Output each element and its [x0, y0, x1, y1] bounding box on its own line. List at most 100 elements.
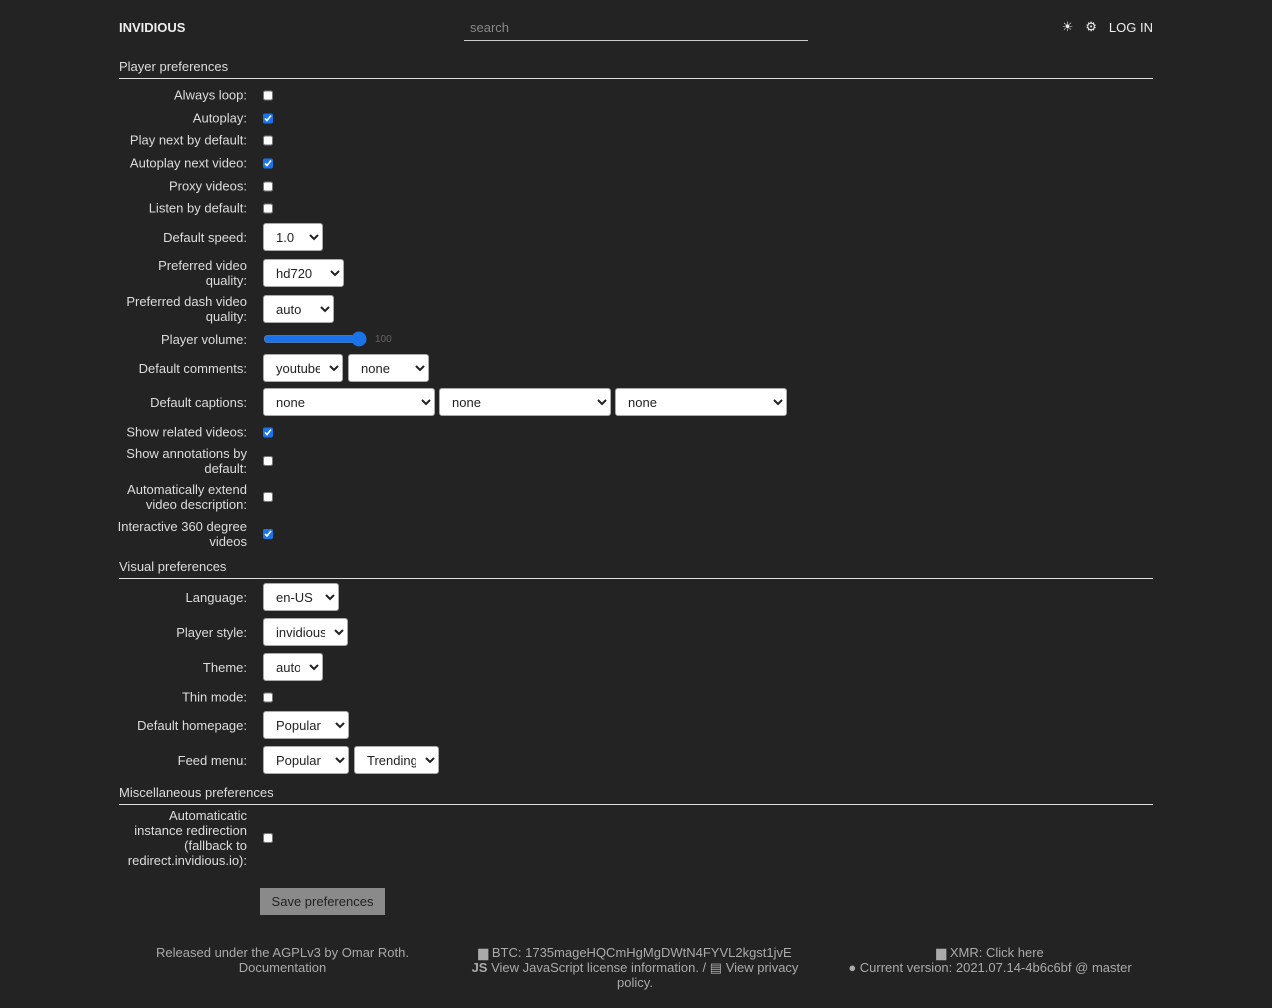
footer-left: Released under the AGPLv3 by Omar Roth. … — [150, 945, 415, 975]
label: Default captions: — [150, 394, 247, 410]
row-proxy: Proxy videos: — [117, 179, 273, 194]
label: Default comments: — [138, 360, 247, 376]
row-speed: Default speed: 1.0 — [117, 223, 328, 251]
label: Show related videos: — [126, 424, 247, 440]
speed-select[interactable]: 1.0 — [263, 223, 323, 251]
comments-select-1[interactable]: youtube — [263, 354, 343, 382]
related-checkbox[interactable] — [263, 427, 273, 437]
label: Theme: — [202, 659, 247, 675]
js-icon: JS — [471, 960, 492, 975]
label: Language: — [185, 589, 247, 605]
row-thin: Thin mode: — [117, 690, 273, 705]
xmr-link[interactable]: XMR: Click here — [949, 945, 1044, 960]
row-captions: Default captions: none none none — [117, 388, 792, 416]
row-always-loop: Always loop: — [117, 88, 273, 103]
feed-select-1[interactable]: Popular — [263, 746, 349, 774]
volume-value: 100 — [375, 333, 392, 345]
dash-quality-select[interactable]: auto — [263, 295, 334, 323]
label: Player style: — [176, 624, 247, 640]
row-dash: Preferred dash video quality: auto — [117, 294, 339, 324]
row-play-next: Play next by default: — [117, 133, 273, 148]
autoplay-next-checkbox[interactable] — [263, 158, 273, 168]
save-button[interactable]: Save preferences — [260, 888, 385, 915]
label: Preferred video quality: — [158, 258, 247, 288]
label: Autoplay next video: — [129, 155, 247, 171]
row-player-style: Player style: invidious — [117, 618, 353, 646]
play-next-checkbox[interactable] — [263, 135, 273, 145]
label: Proxy videos: — [168, 178, 247, 194]
row-comments: Default comments: youtube none — [117, 354, 434, 382]
wallet-icon: ▆ — [478, 945, 492, 960]
annotations-checkbox[interactable] — [263, 456, 273, 466]
language-select[interactable]: en-US — [263, 583, 339, 611]
top-nav: ☀ ⚙ LOG IN — [1062, 19, 1153, 35]
autoplay-checkbox[interactable] — [263, 113, 273, 123]
label: Automaticatic instance redirection (fall… — [127, 808, 247, 868]
volume-slider[interactable] — [263, 331, 367, 347]
js-license-link[interactable]: View JavaScript license information. — [491, 960, 699, 975]
row-homepage: Default homepage: Popular — [117, 711, 354, 739]
version-text[interactable]: Current version: 2021.07.14-4b6c6bf @ ma… — [859, 960, 1132, 975]
label: Always loop: — [174, 87, 247, 103]
separator: / — [698, 960, 710, 975]
row-theme: Theme: auto — [117, 653, 328, 681]
row-related: Show related videos: — [117, 425, 273, 440]
search-input[interactable] — [464, 14, 808, 41]
footer-center: ▆ BTC: 1735mageHQCmHgMgDWtN4FYVL2kgst1jv… — [470, 945, 800, 990]
label: Interactive 360 degree videos — [117, 519, 247, 549]
label: Default homepage: — [137, 717, 247, 733]
row-annotations: Show annotations by default: — [117, 446, 273, 476]
section-player: Player preferences — [119, 59, 1153, 79]
label: Autoplay: — [192, 110, 247, 126]
label: Player volume: — [161, 331, 247, 347]
login-link[interactable]: LOG IN — [1108, 19, 1153, 35]
section-visual: Visual preferences — [119, 559, 1153, 579]
homepage-select[interactable]: Popular — [263, 711, 349, 739]
label: Thin mode: — [181, 689, 247, 705]
row-autoplay: Autoplay: — [117, 111, 273, 126]
github-icon: ● — [848, 960, 860, 975]
feed-select-2[interactable]: Trending — [354, 746, 439, 774]
row-360: Interactive 360 degree videos — [117, 519, 273, 549]
thin-mode-checkbox[interactable] — [263, 692, 273, 702]
row-feed: Feed menu: Popular Trending — [117, 746, 444, 774]
listen-checkbox[interactable] — [263, 203, 273, 213]
redirect-checkbox[interactable] — [263, 833, 273, 843]
row-extend: Automatically extend video description: — [117, 482, 273, 512]
label: Automatically extend video description: — [127, 482, 247, 512]
privacy-link[interactable]: View privacy policy. — [617, 960, 799, 990]
row-language: Language: en-US — [117, 583, 344, 611]
footer-right: ▆ XMR: Click here ● Current version: 202… — [840, 945, 1140, 975]
row-quality: Preferred video quality: hd720 — [117, 258, 349, 288]
label: Listen by default: — [148, 200, 247, 216]
label: Preferred dash video quality: — [126, 294, 247, 324]
captions-select-1[interactable]: none — [263, 388, 435, 416]
proxy-checkbox[interactable] — [263, 181, 273, 191]
captions-select-3[interactable]: none — [615, 388, 787, 416]
label: Show annotations by default: — [126, 446, 247, 476]
comments-select-2[interactable]: none — [348, 354, 429, 382]
player-style-select[interactable]: invidious — [263, 618, 348, 646]
label: Feed menu: — [177, 752, 247, 768]
always-loop-checkbox[interactable] — [263, 90, 273, 100]
row-autoplay-next: Autoplay next video: — [117, 156, 273, 171]
sun-icon[interactable]: ☀ — [1061, 19, 1074, 34]
documentation-link[interactable]: Documentation — [238, 960, 327, 975]
captions-select-2[interactable]: none — [439, 388, 611, 416]
brand-logo[interactable]: INVIDIOUS — [119, 20, 186, 35]
license-text: Released under the AGPLv3 by Omar Roth. — [156, 945, 409, 960]
gear-icon[interactable]: ⚙ — [1085, 19, 1097, 34]
video-360-checkbox[interactable] — [263, 529, 273, 539]
row-listen: Listen by default: — [117, 201, 273, 216]
label: Default speed: — [163, 229, 247, 245]
extend-description-checkbox[interactable] — [263, 492, 273, 502]
row-volume: Player volume: 100 — [117, 331, 392, 347]
quality-select[interactable]: hd720 — [263, 259, 344, 287]
wallet-icon: ▆ — [936, 945, 950, 960]
row-redirect: Automaticatic instance redirection (fall… — [117, 808, 273, 868]
btc-address: BTC: 1735mageHQCmHgMgDWtN4FYVL2kgst1jvE — [491, 945, 792, 960]
label: Play next by default: — [129, 132, 247, 148]
section-misc: Miscellaneous preferences — [119, 785, 1153, 805]
theme-select[interactable]: auto — [263, 653, 323, 681]
